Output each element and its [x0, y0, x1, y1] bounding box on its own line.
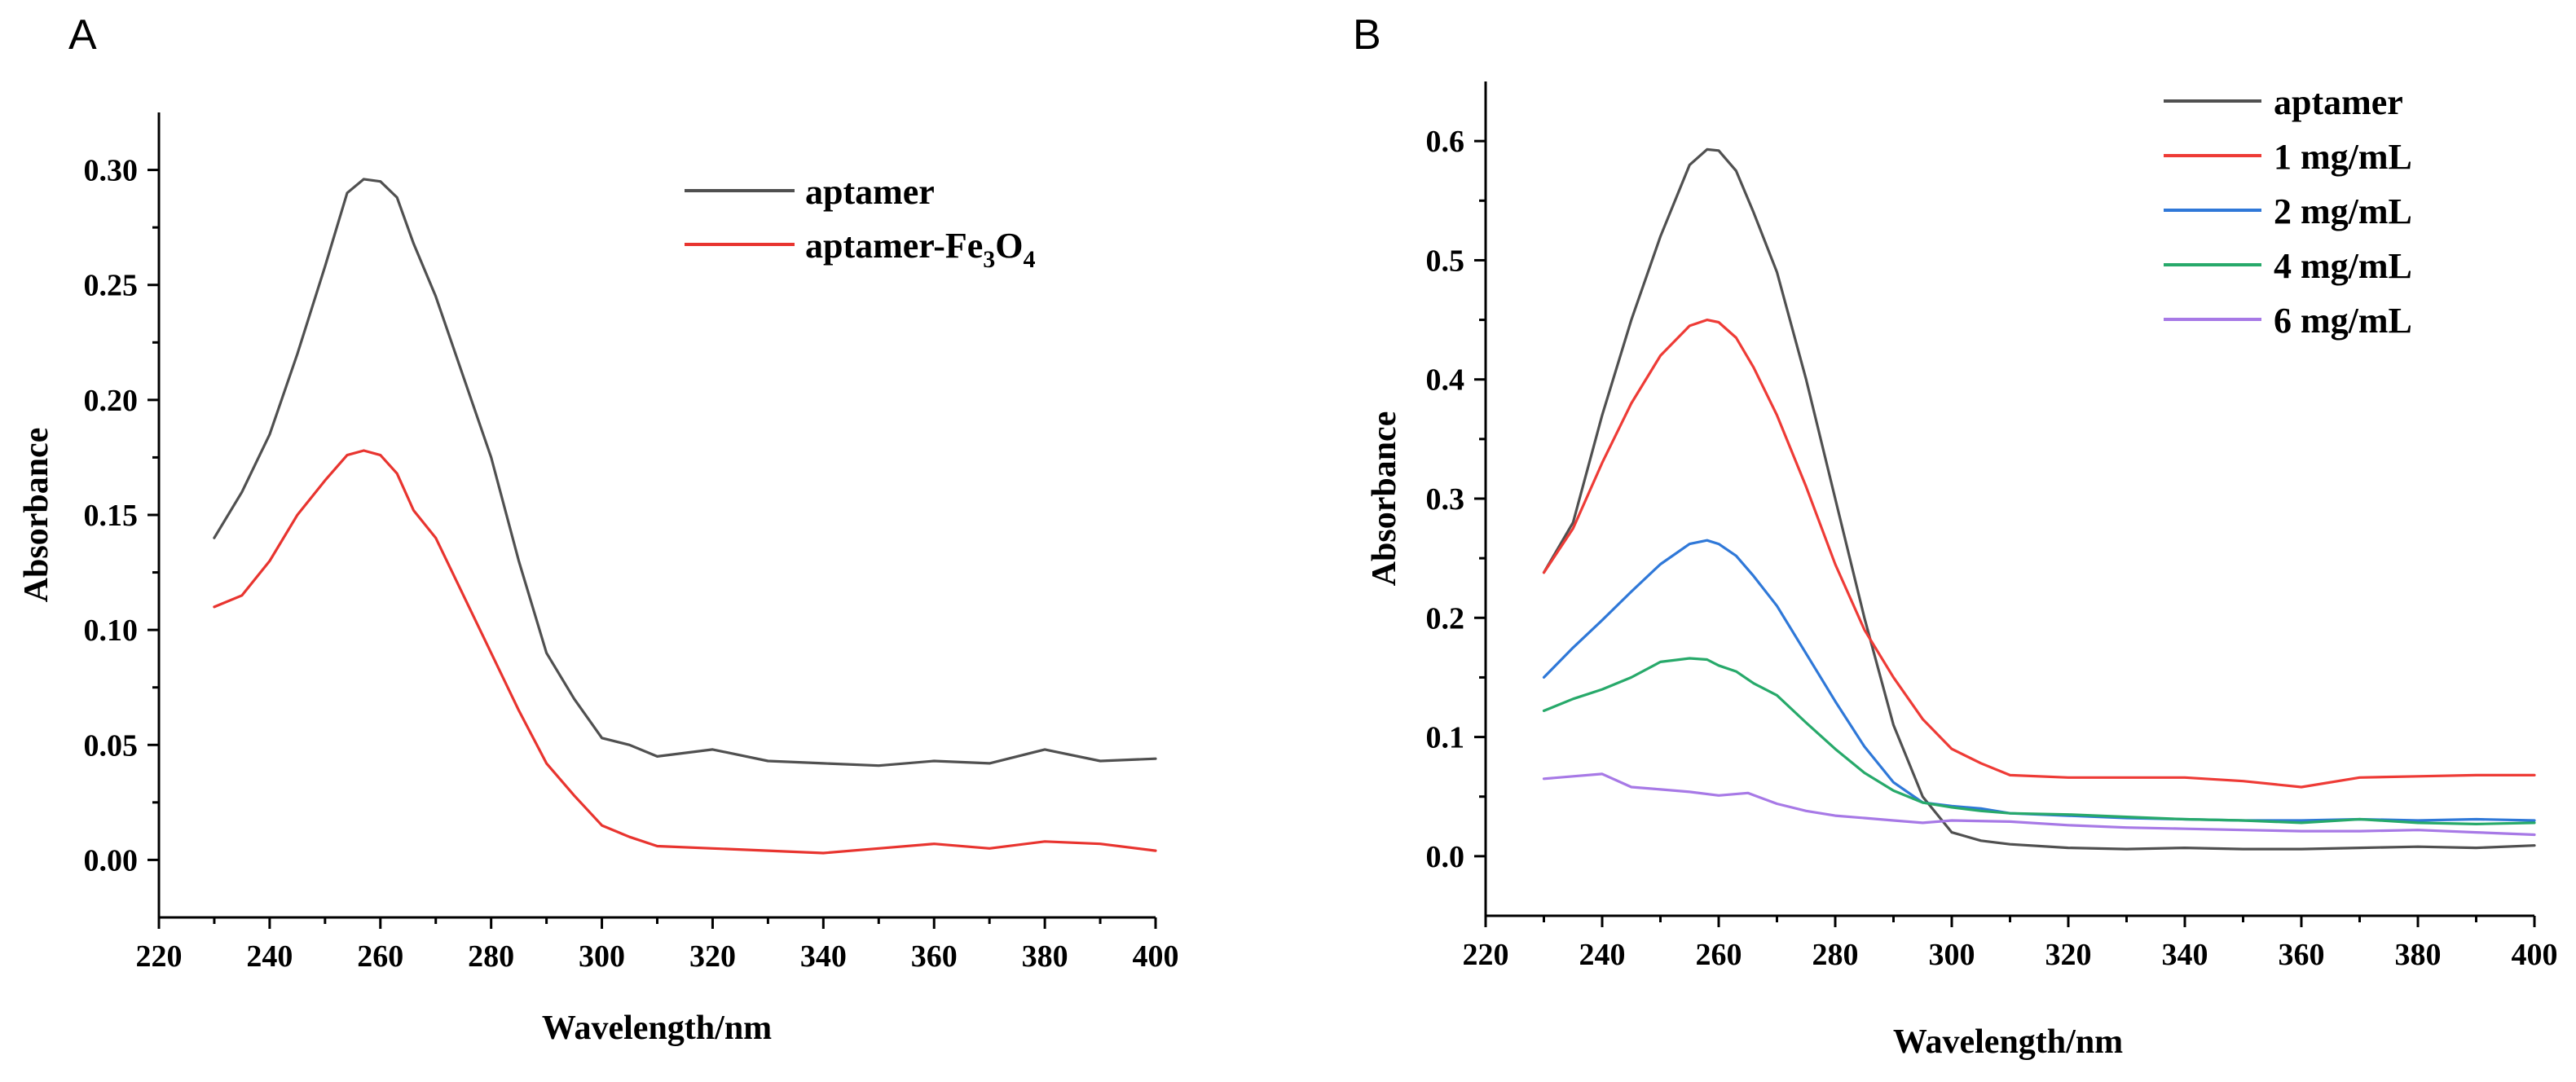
- panel-a-x-tick-label: 400: [1133, 939, 1179, 974]
- panel-b-x-tick-label: 220: [1463, 938, 1509, 972]
- panel-b-legend: aptamer 1 mg/mL 2 mg/mL 4 mg/mL 6 mg/mL: [2164, 82, 2412, 341]
- panel-a: A 220 240 260 280 300 320 340 360 380 400 0.000.0…: [18, 11, 1179, 1047]
- panel-a-y-tick-label: 0.25: [84, 269, 139, 303]
- panel-b-legend-label-6mg: 6 mg/mL: [2274, 301, 2412, 341]
- panel-a-y-ticks: 0.00 0.05 0.10 0.15 0.20 0.25 0.30: [84, 154, 159, 877]
- panel-b-x-tick-label: 320: [2045, 938, 2092, 972]
- panel-b-x-tick-label: 240: [1579, 938, 1626, 972]
- panel-b-series-line-4-mg-ml: [1542, 657, 2536, 826]
- panel-a-x-tick-label: 220: [136, 939, 183, 974]
- panel-a-label: A: [68, 11, 97, 59]
- panel-a-y-tick-label: 0.05: [84, 728, 139, 763]
- panel-b-x-tick-label: 300: [1929, 938, 1975, 972]
- panel-a-x-tick-label: 360: [911, 939, 958, 974]
- panel-a-legend-label-aptamer-fe3o4: aptamer-Fe3O4: [805, 226, 1036, 273]
- panel-a-series-line-aptamer-fe3o4: [213, 449, 1157, 855]
- panel-b-series: [1542, 147, 2536, 851]
- panel-b-label: B: [1353, 11, 1381, 59]
- panel-b-x-axis-title: Wavelength/nm: [1893, 1023, 2123, 1061]
- panel-b-y-tick-label: 0.2: [1426, 601, 1465, 636]
- panel-a-x-tick-label: 380: [1022, 939, 1068, 974]
- panel-b-y-ticks: 0.0 0.1 0.2 0.3 0.4 0.5 0.6: [1426, 125, 1486, 874]
- panel-b-y-tick-label: 0.3: [1426, 482, 1465, 517]
- panel-b-series-line-1-mg-ml: [1542, 319, 2536, 789]
- panel-b-legend-label-2mg: 2 mg/mL: [2274, 191, 2412, 231]
- panel-b-legend-label-1mg: 1 mg/mL: [2274, 137, 2412, 177]
- panel-b-x-tick-label: 360: [2279, 938, 2325, 972]
- panel-a-x-tick-label: 340: [800, 939, 847, 974]
- panel-a-x-ticks: 220 240 260 280 300 320 340 360 380 400: [136, 917, 1179, 974]
- panel-b-x-tick-label: 260: [1696, 938, 1742, 972]
- panel-b: B 220 240 260 280 300 320 340 360 380 400 0.00.10…: [1353, 11, 2558, 1061]
- panel-a-x-tick-label: 280: [468, 939, 514, 974]
- panel-a-legend-label-aptamer: aptamer: [805, 172, 935, 212]
- panel-a-x-tick-label: 300: [579, 939, 625, 974]
- panel-a-y-tick-label: 0.20: [84, 384, 139, 418]
- panel-a-x-tick-label: 240: [246, 939, 293, 974]
- panel-a-y-tick-label: 0.00: [84, 843, 139, 877]
- panel-b-series-line-aptamer: [1542, 147, 2536, 851]
- panel-a-x-axis-title: Wavelength/nm: [542, 1009, 772, 1047]
- panel-a-y-axis-title: Absorbance: [18, 428, 55, 603]
- panel-b-series-line-6-mg-ml: [1542, 772, 2536, 837]
- panel-b-x-tick-label: 400: [2512, 938, 2558, 972]
- panel-b-y-tick-label: 0.0: [1426, 840, 1465, 874]
- panel-b-y-tick-label: 0.4: [1426, 363, 1465, 398]
- panel-a-x-tick-label: 260: [357, 939, 403, 974]
- panel-b-x-tick-label: 340: [2162, 938, 2208, 972]
- panel-b-y-axis-title: Absorbance: [1366, 411, 1403, 587]
- panel-b-y-tick-label: 0.1: [1426, 721, 1465, 755]
- panel-a-series-line-aptamer: [213, 178, 1157, 768]
- panel-b-x-tick-label: 280: [1812, 938, 1859, 972]
- panel-b-y-tick-label: 0.5: [1426, 244, 1465, 278]
- panel-b-legend-label-4mg: 4 mg/mL: [2274, 246, 2412, 286]
- panel-a-y-tick-label: 0.15: [84, 499, 139, 533]
- panel-b-legend-label-aptamer: aptamer: [2274, 82, 2403, 122]
- panel-a-legend: aptamer aptamer-Fe3O4: [685, 172, 1036, 273]
- panel-a-x-tick-label: 320: [689, 939, 736, 974]
- panel-a-y-tick-label: 0.30: [84, 154, 139, 188]
- panel-b-x-tick-label: 380: [2395, 938, 2442, 972]
- panel-a-series: [213, 178, 1157, 855]
- panel-b-x-ticks: 220 240 260 280 300 320 340 360 380 400: [1463, 916, 2558, 972]
- panel-b-y-tick-label: 0.6: [1426, 125, 1465, 159]
- panel-a-y-tick-label: 0.10: [84, 614, 139, 648]
